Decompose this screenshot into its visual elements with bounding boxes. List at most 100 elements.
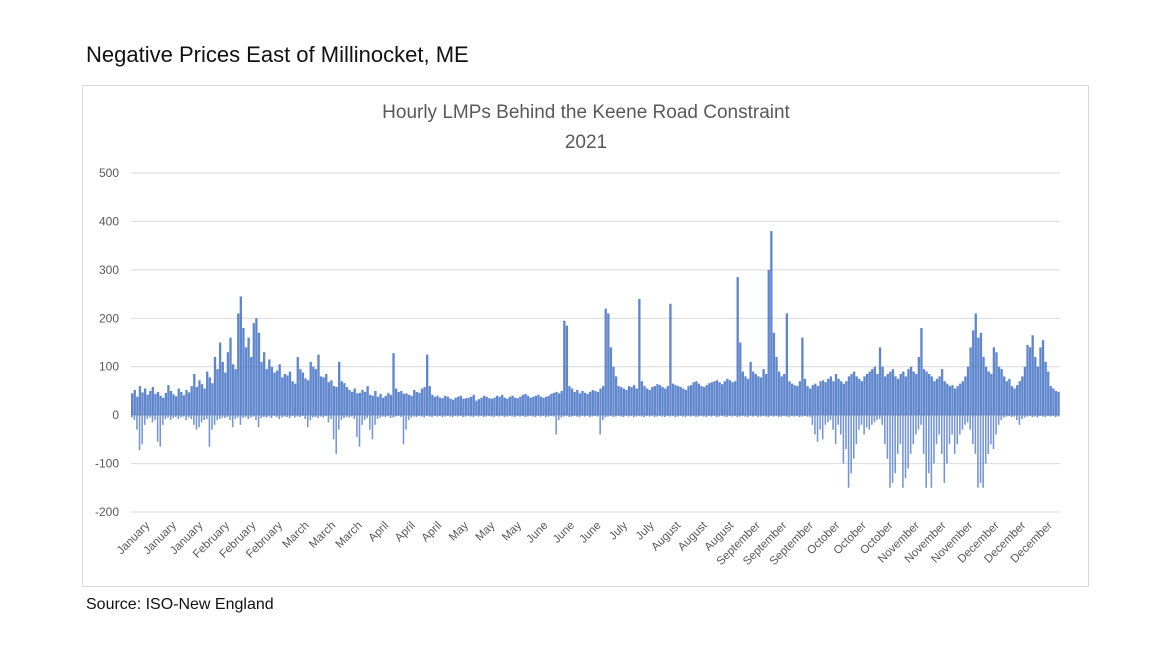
bar-high xyxy=(840,381,843,416)
bar-low xyxy=(969,415,971,430)
bar-low xyxy=(273,415,275,417)
bar-low xyxy=(485,415,488,417)
bar-low xyxy=(617,415,620,417)
bar-high xyxy=(519,396,522,416)
bar-low xyxy=(182,415,185,417)
bar-high xyxy=(1005,381,1008,416)
bar-low xyxy=(519,415,521,417)
bar-high xyxy=(785,313,789,416)
bar-low xyxy=(682,415,684,417)
bar-high xyxy=(529,397,532,416)
bar-low xyxy=(627,415,630,417)
bar-low xyxy=(635,415,638,417)
bar-high xyxy=(151,387,155,416)
bar-low xyxy=(278,415,281,420)
bar-low xyxy=(863,415,865,435)
bar-low xyxy=(449,415,451,417)
bar-low xyxy=(143,415,146,425)
bar-high xyxy=(1016,385,1019,416)
bar-low xyxy=(790,415,793,417)
bar-low xyxy=(803,415,806,417)
bar-high xyxy=(718,382,721,416)
bar-high xyxy=(982,357,985,416)
bar-low xyxy=(532,415,534,417)
bar-high xyxy=(268,359,271,416)
bar-low xyxy=(1023,415,1026,418)
bar-low xyxy=(348,415,350,418)
bar-low xyxy=(1013,415,1015,417)
bar-low xyxy=(1054,415,1057,418)
bar-low xyxy=(959,415,961,435)
bar-high xyxy=(581,390,584,416)
bar-low xyxy=(374,415,376,425)
bar-high xyxy=(596,391,600,416)
bar-low xyxy=(824,415,827,425)
bar-low xyxy=(1039,415,1041,417)
bar-high xyxy=(876,373,879,416)
bar-low xyxy=(759,415,762,417)
bar-high xyxy=(1034,357,1037,416)
bar-low xyxy=(728,415,731,417)
bar-low xyxy=(806,415,808,417)
bar-high xyxy=(591,389,594,416)
bar-low xyxy=(1018,415,1021,425)
bar-low xyxy=(534,415,537,418)
bar-high xyxy=(583,392,587,416)
x-tick-label: July xyxy=(607,519,630,542)
bar-low xyxy=(565,415,568,417)
bar-low xyxy=(438,415,441,417)
bar-high xyxy=(177,388,180,416)
bar-high xyxy=(852,371,856,416)
bar-high xyxy=(863,376,866,416)
bar-high xyxy=(136,396,139,416)
bar-high xyxy=(886,373,889,416)
bar-low xyxy=(705,415,708,418)
bar-low xyxy=(255,415,257,420)
bar-low xyxy=(979,415,982,483)
bar-high xyxy=(855,376,858,416)
bar-low xyxy=(521,415,524,417)
bar-low xyxy=(340,415,343,420)
bar-low xyxy=(1026,415,1028,417)
bar-low xyxy=(190,415,193,420)
bar-high xyxy=(912,371,915,416)
bar-low xyxy=(418,415,420,417)
bar-high xyxy=(182,395,186,416)
bar-high xyxy=(203,388,206,416)
bar-high xyxy=(498,396,501,416)
bar-high xyxy=(860,381,864,416)
x-tick-label: June xyxy=(524,520,550,546)
bar-low xyxy=(138,415,141,451)
bar-high xyxy=(671,383,675,416)
bar-high xyxy=(464,398,468,416)
bar-low xyxy=(353,415,356,420)
bar-high xyxy=(953,388,957,416)
bar-high xyxy=(925,371,928,416)
bar-low xyxy=(710,415,713,417)
bar-low xyxy=(480,415,482,417)
bar-high xyxy=(728,380,732,416)
bar-low xyxy=(524,415,526,418)
bar-high xyxy=(917,357,920,416)
bar-high xyxy=(604,308,607,416)
bar-low xyxy=(146,415,149,420)
bar-low xyxy=(433,415,436,417)
bar-high xyxy=(180,391,183,416)
bar-high xyxy=(871,369,874,416)
bar-high xyxy=(796,386,799,416)
bar-high xyxy=(301,372,305,416)
bar-low xyxy=(555,415,557,435)
bar-high xyxy=(1052,388,1055,416)
bar-high xyxy=(257,332,261,416)
bar-low xyxy=(765,415,767,417)
bar-high xyxy=(772,332,776,416)
bar-low xyxy=(526,415,529,417)
bar-low xyxy=(488,415,490,417)
bar-low xyxy=(829,415,832,420)
y-tick-label: -100 xyxy=(95,457,119,471)
bar-high xyxy=(638,298,641,416)
bar-high xyxy=(288,371,292,416)
bar-low xyxy=(972,415,974,445)
bar-low xyxy=(265,415,268,418)
bar-low xyxy=(252,415,255,417)
